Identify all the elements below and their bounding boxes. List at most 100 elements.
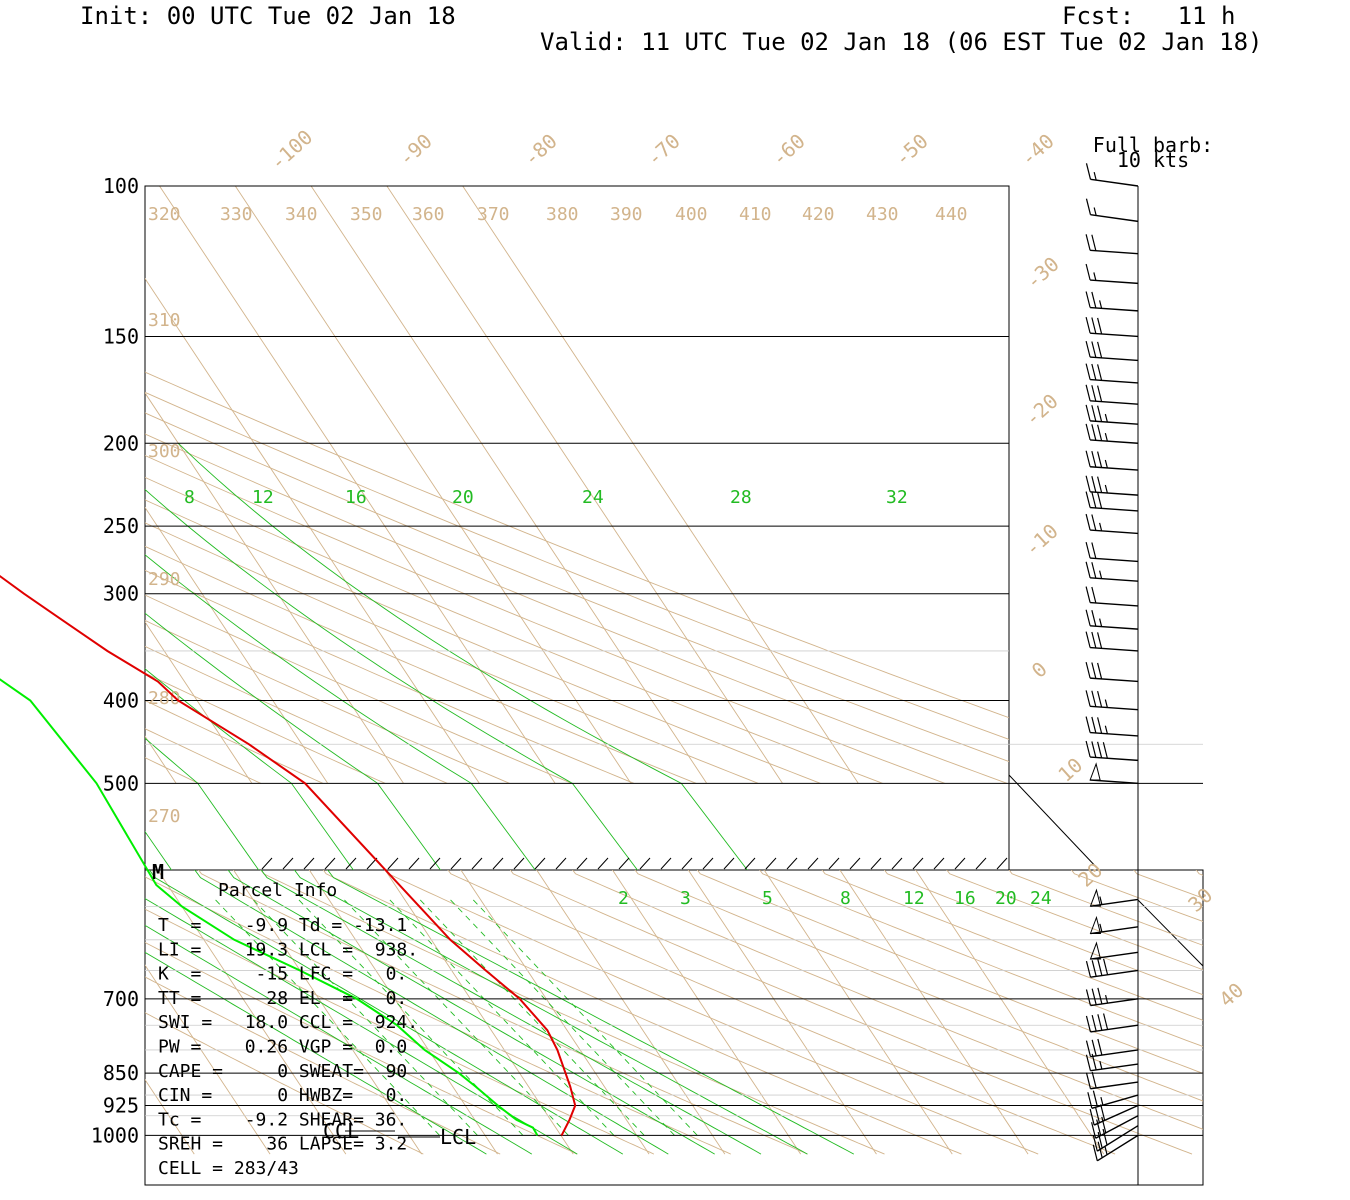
wind-barb (1090, 420, 1139, 425)
dry-adiabat-line (696, 870, 1203, 1074)
wind-barb (1093, 1104, 1139, 1126)
wind-barb-flag (1102, 1013, 1109, 1030)
isotherm-line (0, 783, 43, 1154)
theta-label: 270 (148, 806, 181, 827)
wind-barb-flag (1091, 960, 1097, 977)
hatch-mark (471, 857, 483, 870)
hatch-mark (534, 857, 546, 870)
dry-adiabat-line (145, 908, 655, 1155)
isotherm-line (460, 870, 650, 1155)
dry-adiabat-line (572, 870, 1203, 1130)
isotherm-line (687, 870, 877, 1155)
wind-barb-flag (1091, 234, 1097, 251)
isotherm-line (232, 870, 423, 1155)
wind-barb-flag (1104, 484, 1108, 494)
moist-adiabat-line (260, 870, 762, 1155)
wind-barb-flag (1085, 316, 1091, 334)
wind-barb-flag (1097, 690, 1103, 708)
hatch-mark (639, 857, 651, 870)
wind-barb-flag (1097, 1141, 1103, 1158)
wind-barb (1090, 646, 1139, 652)
wind-barb-flag (1085, 198, 1092, 215)
isotherm-line (145, 506, 329, 784)
wind-barb (1090, 756, 1139, 762)
hatch-mark (849, 857, 861, 870)
dry-adiabat-line (145, 672, 386, 784)
isotherm-line (310, 186, 708, 784)
dry-adiabat-line (634, 870, 1203, 1102)
dry-adiabat-line (145, 569, 634, 784)
hatch-mark (576, 857, 588, 870)
wind-barb-flag (1097, 717, 1103, 734)
wind-barb-flag (1089, 1108, 1095, 1126)
isotherm-line (145, 964, 271, 1155)
dry-adiabat-line (385, 870, 1039, 1155)
hatch-mark (282, 857, 294, 870)
wind-barb-flag (1091, 291, 1097, 309)
wind-barb-flag (1097, 632, 1103, 649)
hatch-mark (597, 857, 609, 870)
isotherm-label: -90 (394, 129, 437, 171)
hatch-mark (723, 857, 735, 870)
theta-e-label: 8 (184, 487, 195, 508)
dry-adiabat-line (1133, 870, 1203, 899)
hatch-mark (912, 857, 924, 870)
wind-barb-flag (1091, 405, 1097, 422)
mixing-ratio-label: 12 (903, 888, 925, 909)
hatch-mark (975, 857, 987, 870)
isotherm-line (462, 186, 859, 784)
wind-barb (1090, 506, 1139, 512)
wind-barb-flag (1099, 300, 1103, 309)
mixing-ratio-label: 8 (840, 888, 851, 909)
hatch-mark (744, 857, 756, 870)
isotherm-label: 10 (1053, 753, 1087, 787)
mixing-ratio-label: 20 (995, 888, 1017, 909)
dry-adiabat-line (198, 870, 808, 1155)
wind-barb-flag (1091, 1053, 1097, 1071)
wind-barb-flag (1097, 492, 1103, 509)
hatch-mark (891, 857, 903, 870)
forecast-hour: Fcst: 11 h (1062, 2, 1236, 30)
isotherm-label: 0 (1027, 657, 1052, 683)
wind-barb-flag (1091, 690, 1097, 707)
theta-label: 380 (546, 204, 579, 225)
wind-barb-flag (1097, 341, 1103, 359)
wind-barb-flag (1091, 451, 1097, 468)
wind-barb-flag (1097, 662, 1103, 680)
dry-adiabat-line (145, 876, 731, 1155)
wind-barb (1090, 439, 1139, 444)
pressure-tick-label: 925 (103, 1094, 139, 1118)
wind-barb (1090, 306, 1139, 312)
wind-barb-flag (1085, 1040, 1092, 1057)
wind-barb-flag (1085, 475, 1091, 492)
wind-barb-flag (1104, 459, 1108, 469)
theta-label: 400 (675, 204, 708, 225)
wind-barb (1090, 601, 1139, 607)
wind-barb-flag (1097, 405, 1103, 422)
parcel-info-title: Parcel Info (218, 880, 337, 901)
wind-barb-flag (1085, 291, 1091, 308)
theta-label: 440 (935, 204, 968, 225)
wind-barb-flag (1085, 586, 1091, 603)
mixing-ratio-label: 16 (954, 888, 976, 909)
wind-barb-flag (1085, 491, 1091, 508)
wind-barb-flag (1097, 424, 1103, 441)
wind-barb (1096, 1125, 1139, 1152)
hatch-mark (555, 857, 567, 870)
wind-barb-flag (1085, 513, 1091, 531)
lower-frame (144, 869, 1204, 1186)
parcel-info-row: TT = 28 EL = 0. (158, 988, 407, 1009)
wind-barb-flag (1085, 163, 1092, 180)
parcel-info-row: CELL = 283/43 (158, 1158, 299, 1179)
theta-e-label: 32 (886, 487, 908, 508)
parcel-info-row: CIN = 0 HWBZ= 0. (158, 1085, 407, 1106)
pressure-tick-label: 500 (103, 771, 139, 795)
dry-adiabat-line (1193, 783, 1350, 1154)
wind-barb (1090, 951, 1139, 960)
moist-adiabat-line (148, 870, 624, 1155)
theta-e-label: 12 (252, 487, 274, 508)
hatch-mark (450, 857, 462, 870)
wind-barb-flag (1099, 618, 1103, 627)
wind-barb-flag (1104, 725, 1108, 734)
wind-barb (1090, 731, 1139, 737)
